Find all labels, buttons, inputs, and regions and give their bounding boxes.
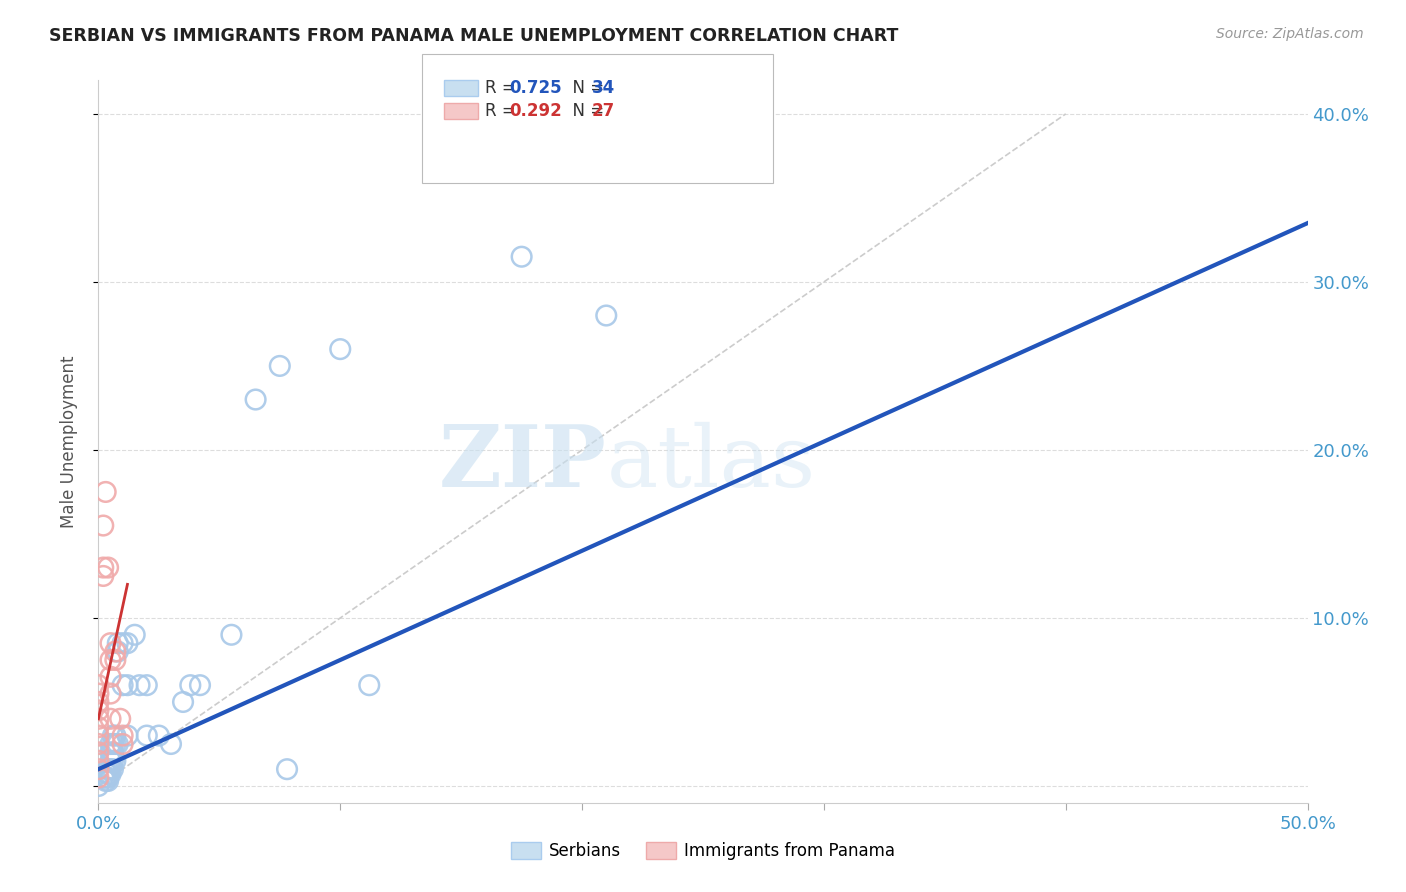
Point: [100, 745, 122, 759]
Point: [97, 762, 120, 776]
Point: [87, 762, 110, 776]
Point: [87, 729, 110, 743]
Point: [111, 729, 134, 743]
Point: [107, 737, 129, 751]
Point: [100, 687, 122, 701]
Point: [97, 560, 120, 574]
Point: [100, 653, 122, 667]
Point: [101, 754, 124, 768]
Point: [87, 737, 110, 751]
Point: [91, 518, 114, 533]
Point: [104, 754, 127, 768]
Text: 27: 27: [592, 102, 616, 120]
Point: [91, 771, 114, 785]
Point: [124, 628, 146, 642]
Point: [188, 678, 211, 692]
Legend: Serbians, Immigrants from Panama: Serbians, Immigrants from Panama: [503, 835, 903, 867]
Point: [245, 392, 267, 407]
Point: [91, 560, 114, 574]
Point: [97, 774, 120, 789]
Point: [135, 729, 157, 743]
Point: [111, 636, 134, 650]
Text: R =: R =: [485, 79, 522, 97]
Point: [100, 754, 122, 768]
Text: SERBIAN VS IMMIGRANTS FROM PANAMA MALE UNEMPLOYMENT CORRELATION CHART: SERBIAN VS IMMIGRANTS FROM PANAMA MALE U…: [49, 27, 898, 45]
Text: R =: R =: [485, 102, 522, 120]
Point: [117, 729, 139, 743]
Text: N =: N =: [562, 102, 610, 120]
Point: [269, 359, 291, 373]
Point: [100, 636, 122, 650]
Text: 0.292: 0.292: [509, 102, 562, 120]
Point: [104, 737, 127, 751]
Point: [108, 712, 131, 726]
Point: [87, 678, 110, 692]
Point: [179, 678, 201, 692]
Point: [510, 250, 533, 264]
Point: [101, 762, 124, 776]
Point: [276, 762, 298, 776]
Point: [94, 774, 117, 789]
Point: [100, 737, 122, 751]
Point: [94, 485, 117, 500]
Point: [104, 729, 127, 743]
Point: [97, 771, 120, 785]
Point: [107, 644, 129, 658]
Y-axis label: Male Unemployment: Male Unemployment: [59, 355, 77, 528]
Point: [87, 687, 110, 701]
Point: [101, 745, 124, 759]
Point: [97, 767, 120, 781]
Point: [87, 720, 110, 734]
Point: [87, 779, 110, 793]
Point: [100, 670, 122, 684]
Point: [91, 569, 114, 583]
Point: [87, 712, 110, 726]
Text: ZIP: ZIP: [439, 421, 606, 505]
Point: [148, 729, 170, 743]
Point: [135, 678, 157, 692]
Point: [595, 309, 617, 323]
Point: [100, 767, 122, 781]
Point: [117, 636, 139, 650]
Point: [111, 678, 134, 692]
Text: 0.725: 0.725: [509, 79, 561, 97]
Point: [100, 762, 122, 776]
Point: [101, 737, 124, 751]
Point: [87, 771, 110, 785]
Point: [111, 737, 134, 751]
Point: [117, 678, 139, 692]
Point: [128, 678, 150, 692]
Point: [104, 653, 127, 667]
Point: [101, 729, 124, 743]
Point: [87, 754, 110, 768]
Point: [104, 644, 127, 658]
Point: [160, 737, 183, 751]
Point: [329, 342, 352, 356]
Point: [87, 745, 110, 759]
Text: Source: ZipAtlas.com: Source: ZipAtlas.com: [1216, 27, 1364, 41]
Point: [107, 636, 129, 650]
Point: [100, 712, 122, 726]
Point: [359, 678, 381, 692]
Point: [87, 695, 110, 709]
Text: atlas: atlas: [606, 422, 815, 505]
Point: [172, 695, 194, 709]
Point: [221, 628, 243, 642]
Point: [94, 765, 117, 780]
Point: [94, 771, 117, 785]
Text: 34: 34: [592, 79, 616, 97]
Text: N =: N =: [562, 79, 610, 97]
Point: [87, 703, 110, 717]
